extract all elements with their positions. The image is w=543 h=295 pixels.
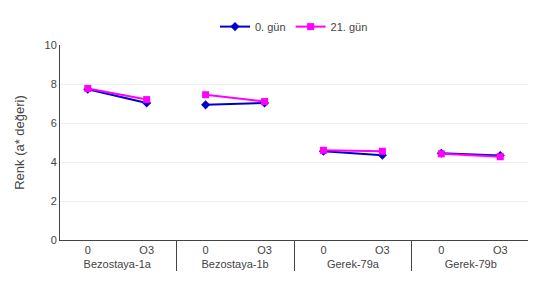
svg-text:Gerek-79b: Gerek-79b <box>445 258 497 270</box>
svg-text:0: 0 <box>438 244 444 256</box>
svg-text:0: 0 <box>203 244 209 256</box>
svg-text:21. gün: 21. gün <box>331 21 368 33</box>
svg-text:0: 0 <box>85 244 91 256</box>
svg-text:2: 2 <box>51 195 57 207</box>
svg-text:6: 6 <box>51 117 57 129</box>
svg-text:O3: O3 <box>375 244 390 256</box>
svg-text:O3: O3 <box>257 244 272 256</box>
svg-text:O3: O3 <box>493 244 508 256</box>
svg-text:O3: O3 <box>139 244 154 256</box>
svg-text:Bezostaya-1b: Bezostaya-1b <box>201 258 268 270</box>
svg-text:Gerek-79a: Gerek-79a <box>327 258 380 270</box>
svg-text:8: 8 <box>51 78 57 90</box>
svg-text:4: 4 <box>51 156 57 168</box>
svg-text:0. gün: 0. gün <box>255 21 286 33</box>
svg-text:0: 0 <box>51 234 57 246</box>
svg-text:Bezostaya-1a: Bezostaya-1a <box>84 258 152 270</box>
svg-text:10: 10 <box>45 39 57 51</box>
svg-text:0: 0 <box>320 244 326 256</box>
svg-text:Renk (a* değeri): Renk (a* değeri) <box>12 95 27 190</box>
